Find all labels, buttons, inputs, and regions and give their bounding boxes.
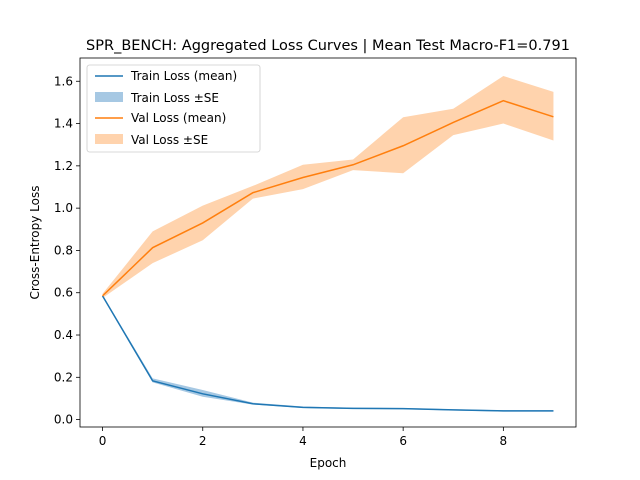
x-axis-label: Epoch <box>310 456 347 470</box>
y-tick-label: 0.0 <box>54 413 73 427</box>
legend: Train Loss (mean) Train Loss ±SE Val Los… <box>86 64 261 153</box>
legend-train-line-label: Train Loss (mean) <box>130 69 237 83</box>
y-tick-label: 0.8 <box>54 243 73 257</box>
legend-frame <box>86 64 261 153</box>
legend-train-band-label: Train Loss ±SE <box>130 91 219 105</box>
y-tick-label: 1.6 <box>54 74 73 88</box>
y-tick-label: 0.4 <box>54 328 73 342</box>
x-tick-label: 4 <box>299 434 307 448</box>
x-tick-label: 2 <box>199 434 207 448</box>
y-tick-label: 1.4 <box>54 117 73 131</box>
y-tick-label: 1.0 <box>54 201 73 215</box>
legend-val-band-label: Val Loss ±SE <box>131 133 208 147</box>
se-bands <box>102 75 554 412</box>
x-tick-label: 6 <box>399 434 407 448</box>
y-tick-label: 0.6 <box>54 286 73 300</box>
x-tick-label: 8 <box>500 434 508 448</box>
y-tick-label: 0.2 <box>54 370 73 384</box>
x-axis-ticks: 0 2 4 6 8 <box>99 427 507 448</box>
y-tick-label: 1.2 <box>54 159 73 173</box>
val-loss-se-band <box>102 75 554 299</box>
plot-area <box>101 75 554 412</box>
series-lines <box>101 99 554 412</box>
legend-val-band-swatch <box>95 134 123 144</box>
train-loss-mean-line <box>101 295 554 412</box>
y-axis-ticks: 0.0 0.2 0.4 0.6 0.8 1.0 1.2 1.4 1.6 <box>54 74 80 427</box>
y-axis-label: Cross-Entropy Loss <box>28 186 42 300</box>
legend-train-band-swatch <box>95 92 123 102</box>
x-tick-label: 0 <box>99 434 107 448</box>
axes-frame <box>79 57 577 428</box>
val-loss-mean-line <box>102 99 554 297</box>
legend-val-line-label: Val Loss (mean) <box>131 111 226 125</box>
chart-title: SPR_BENCH: Aggregated Loss Curves | Mean… <box>86 38 570 54</box>
